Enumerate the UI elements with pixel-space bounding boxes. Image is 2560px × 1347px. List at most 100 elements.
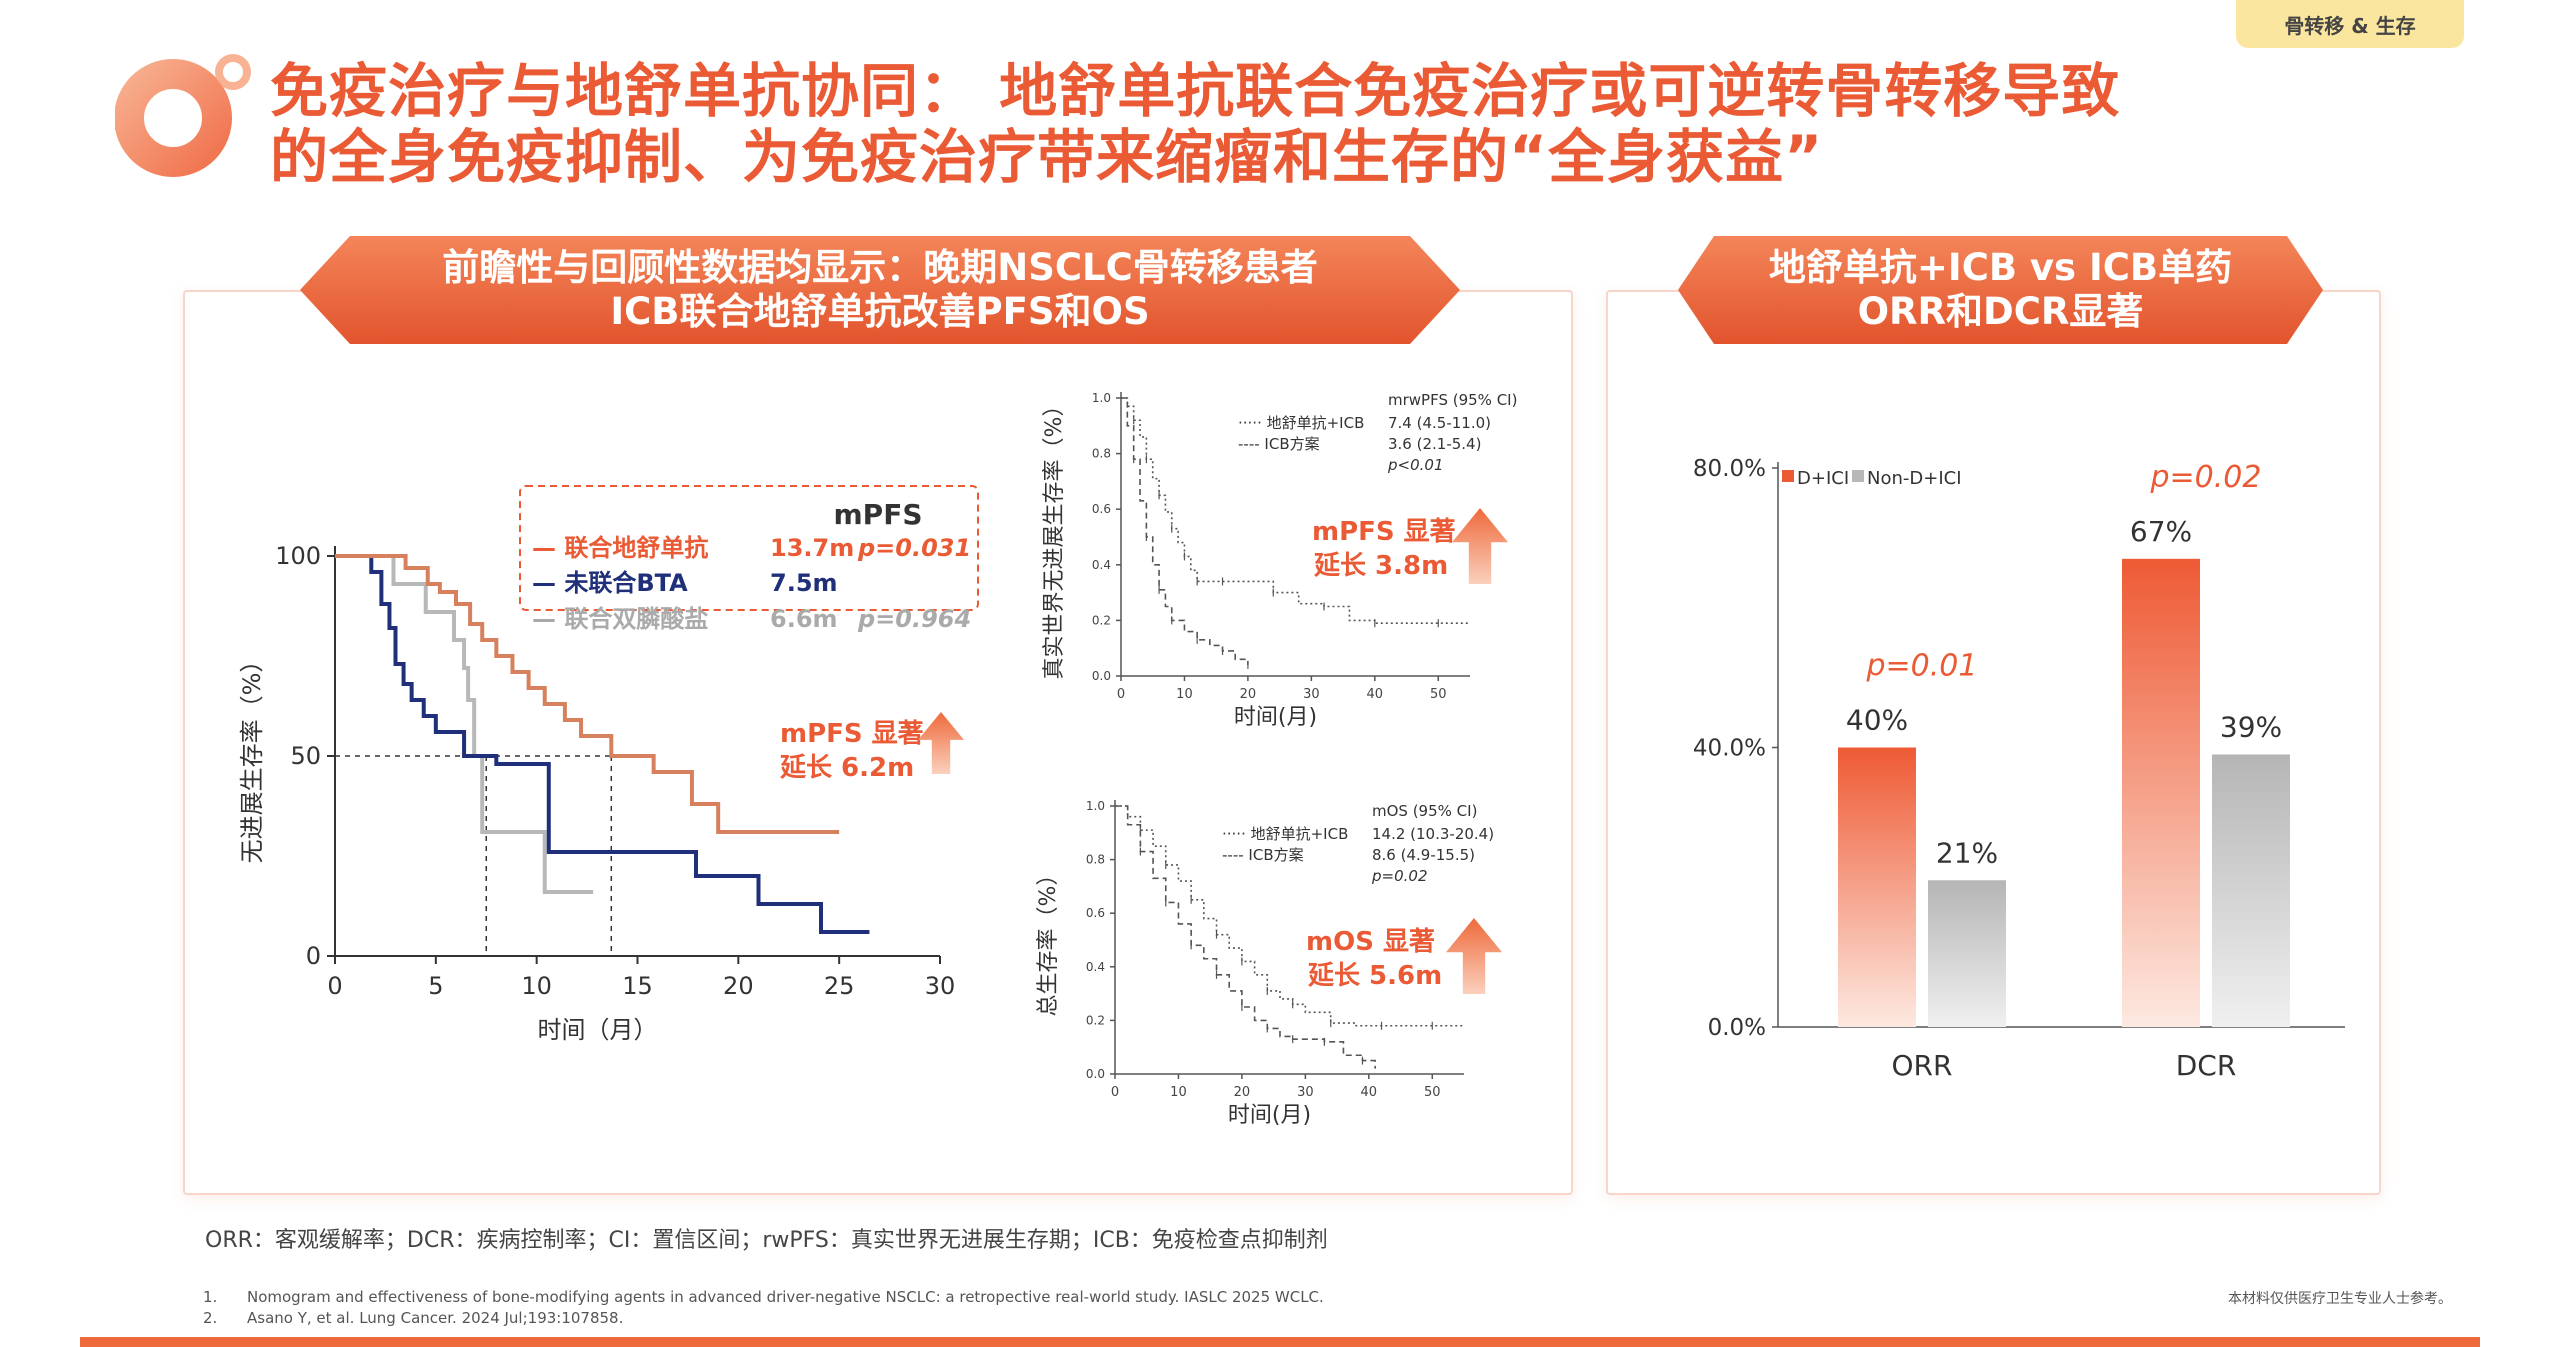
bottom-accent-bar xyxy=(80,1337,2480,1347)
km3-legend-stat: 14.2 (10.3-20.4) xyxy=(1372,825,1494,843)
km2-y-tick-label: 0.4 xyxy=(1092,558,1111,572)
disclaimer: 本材料仅供医疗卫生专业人士参考。 xyxy=(2228,1291,2452,1307)
km1-legend-median: 13.7m xyxy=(770,534,854,562)
km1-legend-p: p=0.964 xyxy=(857,605,971,633)
logo-rings-icon xyxy=(115,54,251,177)
km1-legend-name: — 联合双膦酸盐 xyxy=(532,605,708,633)
bar-p-value: p=0.02 xyxy=(2150,460,2262,495)
km3-legend-title: mOS (95% CI) xyxy=(1372,802,1477,820)
bar-value-label: 67% xyxy=(2130,515,2192,548)
bar-legend-label: D+ICI xyxy=(1797,468,1849,489)
km2-legend-name: ····· 地舒单抗+ICB xyxy=(1238,414,1364,432)
km1-x-tick-label: 30 xyxy=(925,972,956,1000)
bar-category-label: ORR xyxy=(1892,1049,1953,1082)
km1-x-tick-label: 25 xyxy=(824,972,855,1000)
km2-up-arrow-icon xyxy=(1452,508,1508,584)
km2-x-axis-label: 时间(月) xyxy=(1234,705,1317,730)
km1-legend-median: 6.6m xyxy=(770,605,838,633)
km2-y-tick-label: 0.0 xyxy=(1092,669,1111,683)
km2-legend-stat: 7.4 (4.5-11.0) xyxy=(1388,414,1491,432)
km2-x-tick-label: 50 xyxy=(1430,687,1447,702)
km1-x-tick-label: 15 xyxy=(622,972,653,1000)
right-panel xyxy=(1606,290,2381,1195)
bar-legend-swatch xyxy=(1782,470,1794,482)
km1-legend-median: 7.5m xyxy=(770,569,838,597)
right-header-line-1: 地舒单抗+ICB vs ICB单药 xyxy=(1768,246,2233,289)
km2-x-tick-label: 20 xyxy=(1240,687,1257,702)
km2-y-tick-label: 0.2 xyxy=(1092,613,1111,627)
km1-y-tick-label: 100 xyxy=(275,542,321,570)
km1-x-tick-label: 10 xyxy=(521,972,552,1000)
km2-annotation-line-1: mPFS 显著 xyxy=(1312,517,1456,547)
km1-legend-box xyxy=(519,485,979,611)
km1-x-axis-label: 时间（月） xyxy=(538,1016,658,1044)
km1-legend-title: mPFS xyxy=(834,498,923,531)
km2-legend-stat: 3.6 (2.1-5.4) xyxy=(1388,435,1481,453)
left-header-line-1: 前瞻性与回顾性数据均显示：晚期NSCLC骨转移患者 xyxy=(442,246,1318,289)
left-panel xyxy=(183,290,1573,1195)
km2-y-tick-label: 0.6 xyxy=(1092,502,1111,516)
km1-y-tick-label: 50 xyxy=(290,742,321,770)
km2-p-value: p<0.01 xyxy=(1387,456,1444,474)
bar-category-label: DCR xyxy=(2176,1049,2237,1082)
references: 1. Nomogram and effectiveness of bone-mod… xyxy=(203,1287,1324,1329)
km1-legend-name: — 联合地舒单抗 xyxy=(532,534,708,562)
reference-item: 1. Nomogram and effectiveness of bone-mod… xyxy=(203,1288,1324,1306)
km3-legend-name: ····· 地舒单抗+ICB xyxy=(1222,825,1348,843)
km1-legend-name: — 未联合BTA xyxy=(532,569,688,597)
km2-legend-name: ---- ICB方案 xyxy=(1238,435,1320,453)
km1-series-line-2 xyxy=(335,554,594,894)
km3-x-tick-label: 20 xyxy=(1234,1085,1251,1100)
km3-y-tick-label: 0.2 xyxy=(1086,1013,1105,1027)
km3-x-tick-label: 50 xyxy=(1424,1085,1441,1100)
km1-series-line-0 xyxy=(335,554,840,834)
km3-annotation-line-2: 延长 5.6m xyxy=(1307,961,1442,991)
bar-y-tick-label: 40.0% xyxy=(1693,736,1766,762)
km3-x-axis-label: 时间(月) xyxy=(1228,1103,1311,1128)
km3-y-tick-label: 0.8 xyxy=(1086,853,1105,867)
km3-y-tick-label: 1.0 xyxy=(1086,799,1105,813)
right-panel-header: 地舒单抗+ICB vs ICB单药 ORR和DCR显著 xyxy=(1678,236,2323,344)
title-line-1: 免疫治疗与地舒单抗协同： 地舒单抗联合免疫治疗或可逆转骨转移导致 xyxy=(270,57,2121,125)
km3-p-value: p=0.02 xyxy=(1371,867,1428,885)
bar-p-value: p=0.01 xyxy=(1866,649,1978,684)
km2-x-tick-label: 40 xyxy=(1367,687,1384,702)
km2-legend-title: mrwPFS (95% CI) xyxy=(1388,391,1517,409)
bar-y-tick-label: 80.0% xyxy=(1693,456,1766,482)
km1-up-arrow-icon xyxy=(918,712,964,774)
km3-up-arrow-icon xyxy=(1446,918,1502,994)
bar-legend-label: Non-D+ICI xyxy=(1867,468,1962,489)
km2-x-tick-label: 30 xyxy=(1303,687,1320,702)
bar-y-tick-label: 0.0% xyxy=(1708,1015,1766,1041)
km1-annotation-line-1: mPFS 显著 xyxy=(780,719,924,749)
title-line-2: 的全身免疫抑制、为免疫治疗带来缩瘤和生存的“全身获益” xyxy=(270,123,1824,191)
km3-x-tick-label: 40 xyxy=(1361,1085,1378,1100)
abbreviations-footnote: ORR：客观缓解率；DCR：疾病控制率；CI：置信区间；rwPFS：真实世界无进… xyxy=(205,1228,1328,1253)
km3-legend-stat: 8.6 (4.9-15.5) xyxy=(1372,846,1475,864)
bar-value-label: 40% xyxy=(1846,704,1908,737)
km2-y-axis-label: 真实世界无进展生存率（%） xyxy=(1042,395,1067,680)
km1-series-line-1 xyxy=(335,554,870,934)
reference-item: 2. Asano Y, et al. Lung Cancer. 2024 Jul;… xyxy=(203,1309,624,1327)
km2-annotation-line-2: 延长 3.8m xyxy=(1313,551,1448,581)
km3-y-axis-label: 总生存率（%） xyxy=(1036,864,1061,1017)
km1-x-tick-label: 0 xyxy=(327,972,342,1000)
km2-series-line-1 xyxy=(1121,397,1249,665)
km3-x-tick-label: 0 xyxy=(1111,1085,1119,1100)
km2-y-tick-label: 1.0 xyxy=(1092,391,1111,405)
km3-y-tick-label: 0.6 xyxy=(1086,906,1105,920)
bar-value-label: 21% xyxy=(1936,836,1998,869)
km1-x-tick-label: 5 xyxy=(428,972,443,1000)
left-header-line-2: ICB联合地舒单抗改善PFS和OS xyxy=(610,290,1150,333)
km3-y-tick-label: 0.0 xyxy=(1086,1067,1105,1081)
bar-dcr-non-d-ici xyxy=(2212,754,2290,1027)
bar-value-label: 39% xyxy=(2220,710,2282,743)
km3-x-tick-label: 10 xyxy=(1170,1085,1187,1100)
bar-orr-d-ici xyxy=(1838,747,1916,1027)
km2-x-tick-label: 0 xyxy=(1117,687,1125,702)
left-panel-header: 前瞻性与回顾性数据均显示：晚期NSCLC骨转移患者 ICB联合地舒单抗改善PFS… xyxy=(300,236,1460,344)
km1-y-tick-label: 0 xyxy=(306,942,321,970)
km2-y-tick-label: 0.8 xyxy=(1092,447,1111,461)
page-title: 免疫治疗与地舒单抗协同： 地舒单抗联合免疫治疗或可逆转骨转移导致 的全身免疫抑制… xyxy=(270,58,2350,190)
